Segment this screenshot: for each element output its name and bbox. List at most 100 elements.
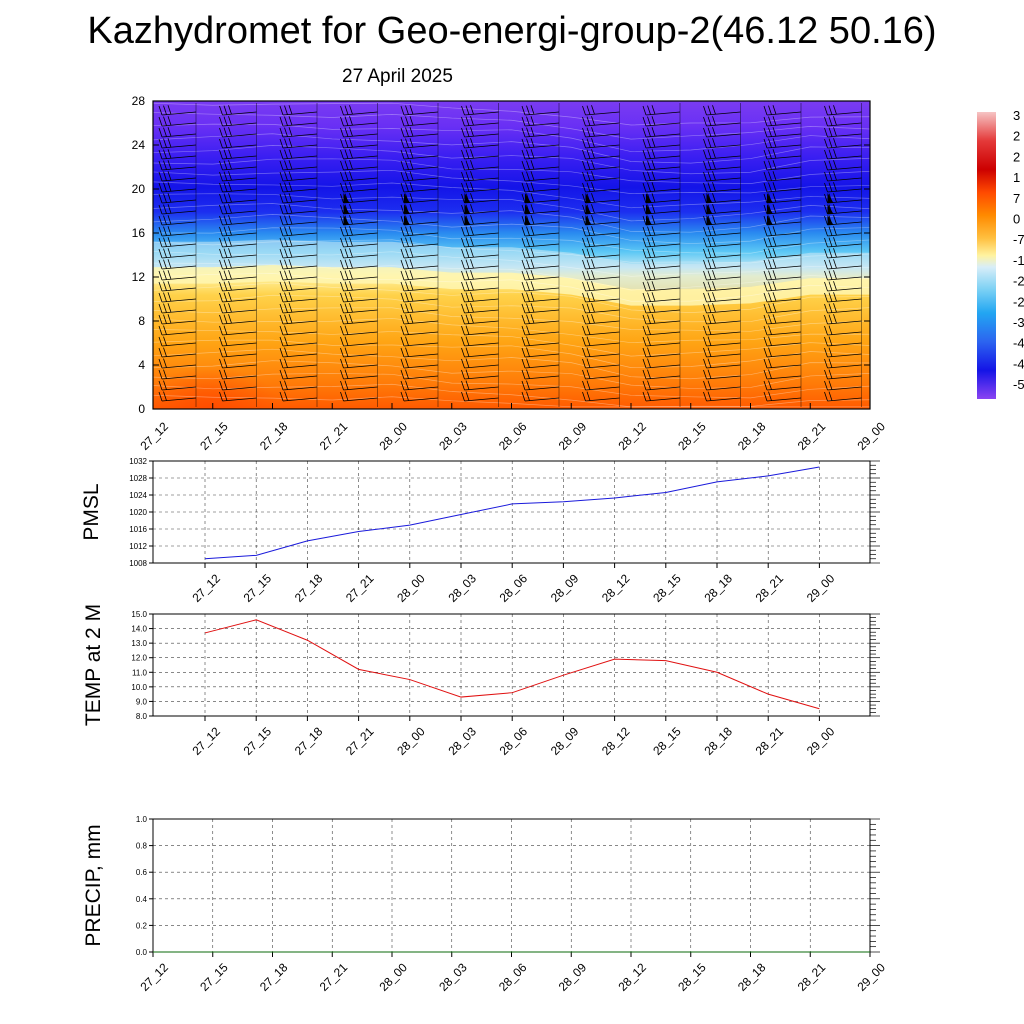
barb-feather	[228, 138, 232, 148]
barb-feather	[586, 259, 591, 269]
barb-feather	[642, 380, 647, 391]
barb-shaft	[161, 364, 197, 369]
wind-barb	[642, 237, 681, 248]
wind-barb	[824, 248, 862, 259]
barb-feather	[228, 281, 232, 291]
barb-feather	[409, 248, 414, 258]
barb-feather	[158, 391, 163, 402]
barb-shaft	[766, 364, 802, 369]
barb-feather	[340, 303, 344, 314]
barb-feather	[703, 105, 707, 116]
barb-feather	[582, 358, 586, 369]
wind-barb	[279, 270, 318, 281]
barb-shaft	[827, 177, 862, 182]
barb-shaft	[585, 254, 620, 259]
wind-barb	[703, 259, 741, 270]
barb-feather	[651, 314, 656, 324]
plot-frame	[152, 613, 871, 717]
barb-shaft	[222, 177, 257, 182]
barb-shaft	[343, 254, 378, 259]
contour-line	[153, 181, 870, 209]
barb-feather	[223, 116, 228, 126]
wind-barb	[340, 127, 378, 138]
barb-feather	[703, 204, 707, 215]
barb-feather	[465, 237, 470, 247]
barb-pennant	[767, 204, 773, 214]
barb-feather	[828, 237, 833, 247]
barb-feather	[167, 149, 172, 159]
x-tick-label: 27_21	[317, 419, 351, 453]
barb-pennant	[646, 204, 652, 214]
barb-feather	[163, 160, 167, 170]
barb-shaft	[403, 353, 439, 358]
barb-feather	[163, 171, 167, 181]
barb-feather	[703, 270, 707, 281]
barb-feather	[772, 237, 777, 247]
barb-shaft	[585, 232, 620, 237]
barb-feather	[158, 259, 163, 270]
barb-shaft	[766, 386, 802, 391]
y-tick-label: 13.0	[131, 639, 147, 648]
barb-feather	[228, 204, 232, 214]
wind-barb	[703, 127, 741, 138]
barb-feather	[530, 193, 535, 203]
wind-barb	[400, 171, 439, 182]
wind-barb	[703, 292, 741, 303]
barb-feather	[824, 237, 828, 248]
wind-barb	[703, 347, 741, 358]
wind-barb	[400, 127, 439, 138]
barb-feather	[824, 358, 828, 369]
barb-feather	[828, 369, 833, 379]
barb-shaft	[524, 287, 560, 292]
barb-feather	[400, 182, 405, 193]
wind-barb	[642, 171, 681, 182]
wind-barb	[219, 237, 257, 248]
barb-feather	[344, 281, 349, 291]
barb-feather	[833, 270, 837, 280]
barb-shaft	[766, 287, 802, 292]
wind-barb	[763, 171, 802, 182]
contour-line	[153, 373, 870, 399]
barb-shaft	[524, 320, 560, 325]
barb-feather	[279, 215, 284, 226]
barb-shaft	[706, 287, 741, 292]
wind-barb	[461, 160, 499, 171]
barb-feather	[405, 347, 409, 357]
colorbar-label: 2	[1013, 149, 1020, 164]
barb-feather	[470, 105, 474, 115]
barb-feather	[405, 270, 409, 280]
wind-barb	[400, 303, 439, 314]
barb-feather	[409, 259, 414, 269]
barb-feather	[279, 248, 284, 259]
barb-feather	[219, 138, 223, 149]
barb-shaft	[827, 133, 862, 138]
barb-feather	[712, 281, 716, 291]
barb-feather	[586, 347, 591, 357]
barb-feather	[772, 171, 777, 181]
barb-shaft	[524, 122, 560, 127]
barb-feather	[340, 391, 344, 402]
barb-feather	[400, 270, 405, 281]
contour-line	[153, 294, 870, 323]
barb-feather	[349, 171, 353, 181]
barb-feather	[526, 347, 530, 357]
barb-feather	[833, 138, 837, 148]
barb-shaft	[524, 254, 560, 259]
barb-feather	[465, 226, 470, 236]
barb-pennant	[525, 204, 531, 214]
barb-feather	[163, 138, 167, 148]
wind-barb	[642, 149, 681, 160]
wind-barb	[582, 193, 620, 204]
barb-feather	[158, 204, 163, 215]
barb-pennant	[343, 215, 350, 225]
barb-feather	[284, 237, 288, 247]
barb-feather	[526, 380, 530, 390]
wind-barb	[400, 105, 439, 116]
wind-barb	[400, 270, 439, 281]
x-tick-label: 29_00	[854, 960, 888, 994]
wind-barb	[400, 336, 439, 347]
barb-feather	[405, 292, 409, 302]
barb-feather	[824, 171, 828, 182]
barb-feather	[409, 292, 414, 302]
barb-shaft	[464, 331, 499, 336]
